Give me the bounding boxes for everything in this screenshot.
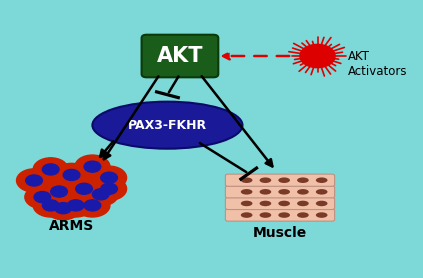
- Text: ARMS: ARMS: [49, 219, 94, 233]
- Ellipse shape: [297, 212, 309, 218]
- Ellipse shape: [316, 201, 327, 206]
- Circle shape: [92, 189, 109, 200]
- Circle shape: [84, 161, 101, 172]
- Ellipse shape: [92, 102, 242, 149]
- Ellipse shape: [316, 189, 327, 195]
- Circle shape: [58, 194, 93, 217]
- FancyBboxPatch shape: [225, 174, 335, 186]
- Circle shape: [51, 186, 67, 197]
- Circle shape: [67, 200, 84, 211]
- Circle shape: [101, 183, 118, 194]
- Circle shape: [33, 158, 68, 181]
- Ellipse shape: [316, 177, 327, 183]
- Circle shape: [55, 203, 71, 214]
- Ellipse shape: [278, 201, 290, 206]
- Ellipse shape: [297, 189, 309, 195]
- Ellipse shape: [241, 212, 253, 218]
- Circle shape: [91, 177, 126, 200]
- Ellipse shape: [316, 212, 327, 218]
- Circle shape: [63, 169, 80, 180]
- Circle shape: [42, 200, 59, 211]
- Ellipse shape: [278, 189, 290, 195]
- Ellipse shape: [260, 177, 271, 183]
- Ellipse shape: [241, 189, 253, 195]
- Circle shape: [34, 192, 51, 203]
- Circle shape: [26, 175, 42, 186]
- Text: AKT: AKT: [157, 46, 203, 66]
- Circle shape: [16, 169, 52, 192]
- Ellipse shape: [278, 177, 290, 183]
- Ellipse shape: [297, 201, 309, 206]
- Ellipse shape: [260, 189, 271, 195]
- FancyBboxPatch shape: [225, 186, 335, 198]
- Circle shape: [46, 197, 81, 220]
- Text: PAX3-FKHR: PAX3-FKHR: [128, 119, 207, 132]
- Ellipse shape: [297, 177, 309, 183]
- Circle shape: [300, 44, 335, 68]
- Text: AKT
Activators: AKT Activators: [348, 50, 407, 78]
- Circle shape: [54, 163, 89, 187]
- Circle shape: [42, 164, 59, 175]
- Circle shape: [25, 185, 60, 209]
- Circle shape: [33, 194, 68, 217]
- Circle shape: [66, 177, 102, 200]
- Ellipse shape: [260, 212, 271, 218]
- Circle shape: [84, 200, 101, 211]
- Circle shape: [41, 180, 77, 203]
- Ellipse shape: [241, 177, 253, 183]
- FancyBboxPatch shape: [225, 209, 335, 221]
- Circle shape: [83, 183, 118, 206]
- Circle shape: [76, 183, 92, 194]
- Circle shape: [101, 172, 118, 183]
- FancyBboxPatch shape: [225, 197, 335, 210]
- Text: Muscle: Muscle: [253, 226, 307, 240]
- FancyBboxPatch shape: [142, 35, 218, 77]
- Circle shape: [75, 194, 110, 217]
- Ellipse shape: [241, 201, 253, 206]
- Circle shape: [75, 155, 110, 178]
- Ellipse shape: [260, 201, 271, 206]
- Ellipse shape: [278, 212, 290, 218]
- Circle shape: [91, 166, 126, 189]
